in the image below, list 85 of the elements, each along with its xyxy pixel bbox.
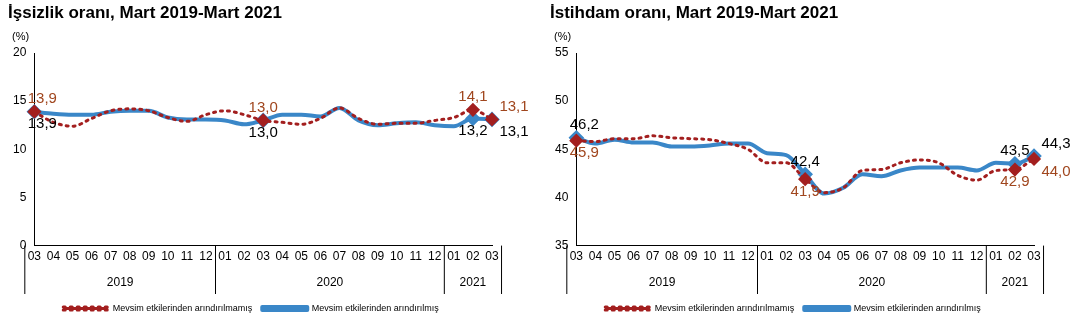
x-tick-label: 06 (626, 249, 641, 264)
x-tick-label: 05 (294, 249, 309, 264)
y-tick-label: 55 (554, 45, 569, 60)
x-tick-label: 02 (779, 249, 794, 264)
x-tick-label: 04 (275, 249, 290, 264)
y-axis-title: (%) (12, 30, 30, 42)
x-tick-label: 03 (256, 249, 271, 264)
x-tick-label: 06 (855, 249, 870, 264)
x-tick-label: 03 (569, 249, 584, 264)
legend-label: Mevsim etkilerinden arındırılmış (853, 302, 982, 313)
x-tick-label: 08 (665, 249, 679, 264)
text: 2021 (1001, 275, 1029, 290)
data-label: 42,9 (1000, 172, 1030, 190)
x-tick-label: 09 (142, 249, 156, 264)
y-tick-label: 40 (554, 189, 569, 204)
x-tick-label: 07 (645, 249, 660, 264)
x-tick-label: 08 (351, 249, 366, 264)
x-tick-label: 03 (1027, 249, 1041, 264)
x-tick-label: 09 (684, 249, 698, 264)
y-tick-label: 0 (19, 237, 27, 252)
x-tick-label: 11 (180, 249, 194, 264)
x-tick-label: 06 (84, 249, 99, 264)
y-tick-label: 45 (554, 141, 569, 156)
data-label: 44,3 (1041, 133, 1071, 151)
x-tick-label: 01 (218, 249, 233, 264)
chart-title: İşsizlik oranı, Mart 2019-Mart 2021 (8, 3, 284, 23)
x-tick-label: 12 (741, 249, 755, 264)
x-tick-label: 10 (389, 249, 404, 264)
y-tick-label: 50 (554, 93, 569, 108)
x-tick-label: 12 (199, 249, 213, 264)
legend-label: Mevsim etkilerinden arındırılmamış (654, 302, 795, 313)
x-tick-label: 06 (313, 249, 328, 264)
data-label: 43,5 (1000, 141, 1030, 159)
x-tick-label: 04 (46, 249, 61, 264)
x-tick-label: 03 (27, 249, 42, 264)
y-tick-label: 20 (12, 45, 27, 60)
data-label: 13,1 (499, 97, 529, 115)
x-tick-label: 09 (912, 249, 927, 264)
data-label: 13,2 (458, 121, 488, 139)
legend-label: Mevsim etkilerinden arındırılmamış (112, 302, 253, 313)
x-tick-label: 07 (103, 249, 118, 264)
x-tick-label: 10 (931, 249, 946, 264)
x-tick-label: 01 (989, 249, 1003, 264)
x-tick-label: 07 (332, 249, 347, 264)
x-tick-label: 12 (428, 249, 442, 264)
y-axis-title: (%) (554, 30, 572, 42)
text: 2021 (459, 275, 487, 290)
text: 2020 (858, 275, 886, 290)
x-tick-label: 11 (722, 249, 736, 264)
data-label: 13,1 (499, 122, 529, 140)
x-tick-label: 05 (65, 249, 80, 264)
data-label: 13,0 (248, 123, 278, 141)
y-tick-label: 15 (12, 93, 27, 108)
data-label: 44,0 (1041, 161, 1071, 179)
x-tick-label: 03 (485, 249, 499, 264)
x-tick-label: 01 (447, 249, 461, 264)
x-tick-label: 01 (760, 249, 775, 264)
chart-title: İstihdam oranı, Mart 2019-Mart 2021 (550, 3, 840, 23)
text: 2019 (648, 275, 676, 290)
text: 2019 (106, 275, 134, 290)
x-tick-label: 09 (370, 249, 385, 264)
data-label: 14,1 (458, 87, 488, 105)
x-tick-label: 11 (409, 249, 423, 264)
text: 2020 (316, 275, 344, 290)
y-tick-label: 35 (554, 237, 569, 252)
x-tick-label: 05 (836, 249, 851, 264)
x-tick-label: 04 (588, 249, 603, 264)
y-tick-label: 10 (12, 141, 27, 156)
x-tick-label: 02 (1008, 249, 1022, 264)
data-label: 13,0 (248, 98, 278, 116)
y-tick-label: 5 (19, 189, 27, 204)
x-tick-label: 08 (123, 249, 137, 264)
x-tick-label: 10 (703, 249, 717, 264)
x-tick-label: 02 (466, 249, 480, 264)
x-tick-label: 02 (237, 249, 252, 264)
legend-label: Mevsim etkilerinden arındırılmış (311, 302, 440, 313)
x-tick-label: 08 (893, 249, 908, 264)
x-tick-label: 07 (874, 249, 889, 264)
x-tick-label: 05 (607, 249, 622, 264)
x-tick-label: 03 (798, 249, 813, 264)
x-tick-label: 10 (161, 249, 175, 264)
data-label: 41,9 (790, 181, 820, 199)
x-tick-label: 04 (817, 249, 832, 264)
x-tick-label: 12 (970, 249, 984, 264)
x-tick-label: 11 (951, 249, 965, 264)
